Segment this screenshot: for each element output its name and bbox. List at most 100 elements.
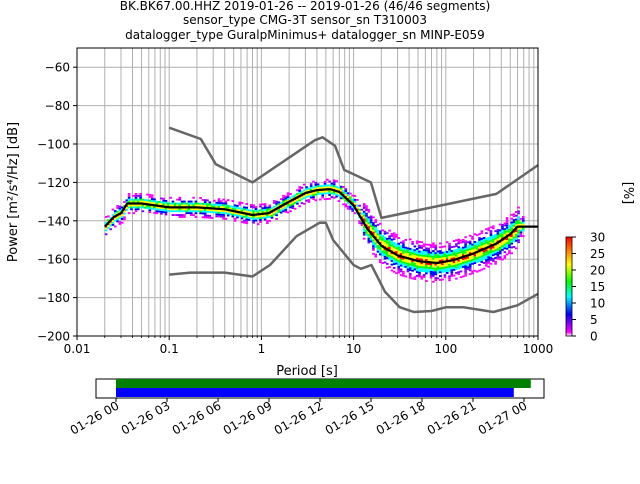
density-cell <box>222 217 225 220</box>
density-cell <box>284 210 288 213</box>
density-cell <box>415 263 419 266</box>
density-cell <box>429 263 433 266</box>
density-cell <box>305 186 308 189</box>
density-cell <box>455 264 458 267</box>
density-cell <box>233 214 237 216</box>
density-cell <box>367 231 371 234</box>
density-cell <box>434 269 437 272</box>
density-cell <box>459 241 463 244</box>
density-cell <box>256 217 260 220</box>
density-cell <box>134 206 138 209</box>
density-cell <box>199 202 202 205</box>
density-cell <box>457 248 460 251</box>
density-cell <box>464 263 467 266</box>
density-cell <box>210 211 214 214</box>
density-cell <box>286 196 290 199</box>
density-cell <box>517 227 520 230</box>
density-cell <box>376 248 380 251</box>
density-cell <box>178 208 182 211</box>
density-cell <box>448 262 451 264</box>
density-cell <box>261 209 265 212</box>
density-cell <box>402 251 405 254</box>
time-tick-label: 01-27 00 <box>476 398 530 437</box>
density-cell <box>217 211 221 214</box>
density-cell <box>510 252 513 255</box>
density-cell <box>462 250 465 253</box>
density-cell <box>383 238 387 241</box>
density-cell <box>132 198 135 201</box>
density-cell <box>462 262 465 264</box>
density-cell <box>487 256 490 259</box>
density-cell <box>379 259 382 262</box>
density-cell <box>250 211 253 214</box>
density-cell <box>503 230 507 232</box>
density-cell <box>443 276 447 279</box>
density-cell <box>503 251 507 254</box>
density-cell <box>180 200 184 203</box>
density-cell <box>208 205 212 208</box>
density-cell <box>381 248 384 251</box>
density-cell <box>487 261 490 264</box>
density-cell <box>487 265 490 268</box>
density-cell <box>501 227 504 230</box>
density-cell <box>487 254 490 257</box>
psd-plot: 0.01 0.1 1 10 100 1000 −200−180−160−140−120−1… <box>6 47 553 379</box>
density-cell <box>404 248 407 251</box>
density-cell <box>245 206 248 209</box>
time-tick-label: 01-26 15 <box>323 398 377 437</box>
density-cell <box>425 262 428 265</box>
density-cell <box>369 238 373 241</box>
density-cell <box>379 236 382 239</box>
density-cell <box>489 239 493 242</box>
density-cell <box>485 228 488 231</box>
density-cell <box>406 260 410 263</box>
density-cell <box>365 232 368 234</box>
density-cell <box>314 199 318 202</box>
density-cell <box>455 252 458 255</box>
density-cell <box>379 251 382 254</box>
density-cell <box>245 222 248 225</box>
density-cell <box>268 208 271 211</box>
density-cell <box>395 243 398 246</box>
density-cell <box>236 212 239 215</box>
density-cell <box>236 216 239 219</box>
density-cell <box>226 212 230 215</box>
density-cell <box>450 267 454 270</box>
density-cell <box>245 203 248 205</box>
density-cell <box>367 208 371 211</box>
density-cell <box>323 190 327 193</box>
density-cell <box>203 199 207 202</box>
density-cell <box>517 222 520 224</box>
density-cell <box>194 210 198 213</box>
density-cell <box>443 264 447 267</box>
density-cell <box>386 251 389 254</box>
density-cell <box>238 207 241 210</box>
density-cell <box>372 239 375 242</box>
density-cell <box>109 224 112 227</box>
density-cell <box>286 211 290 214</box>
density-cell <box>125 207 129 209</box>
density-cell <box>206 205 209 207</box>
density-cell <box>404 254 407 257</box>
density-cell <box>250 217 253 220</box>
density-cell <box>455 254 458 257</box>
density-cell <box>369 221 373 224</box>
density-cell <box>452 249 456 252</box>
density-cell <box>425 243 428 246</box>
density-cell <box>452 266 456 269</box>
density-cell <box>316 183 320 186</box>
density-cell <box>273 213 276 216</box>
density-cell <box>397 256 401 259</box>
density-cell <box>503 257 507 259</box>
density-cell <box>250 215 253 218</box>
density-cell <box>422 276 426 278</box>
density-cell <box>206 210 209 213</box>
density-cell <box>390 242 394 245</box>
density-cell <box>342 203 345 206</box>
density-cell <box>358 220 361 223</box>
density-cell <box>485 245 488 248</box>
density-cell <box>519 231 523 234</box>
density-cell <box>436 269 440 272</box>
density-cell <box>344 205 348 208</box>
density-cell <box>459 270 463 273</box>
